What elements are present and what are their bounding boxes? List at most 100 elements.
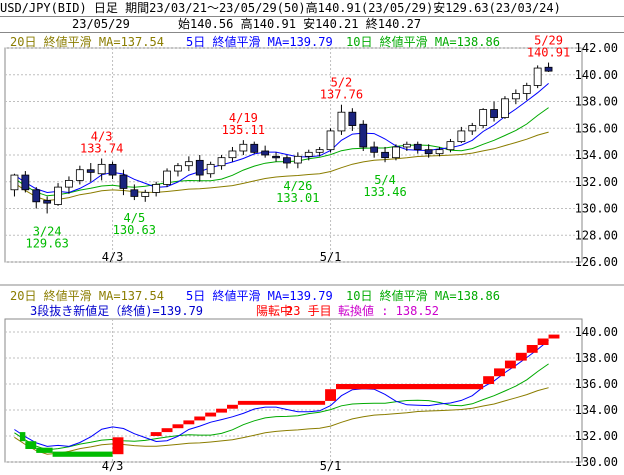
y-tick-label: 126.00 <box>575 255 618 269</box>
candle-body <box>184 161 193 167</box>
y-tick-label: 128.00 <box>575 228 618 242</box>
candle-body <box>413 143 422 151</box>
annotation-date: 5/2 <box>331 76 353 90</box>
annotation-value: 140.91 <box>527 46 570 60</box>
candle-body <box>43 200 52 204</box>
candle-body <box>195 159 204 176</box>
annotation-value: 133.01 <box>276 191 319 205</box>
break-info: 陽転中 <box>256 303 292 318</box>
legend-entry: 20日 終値平滑 MA=137.54 <box>10 34 164 49</box>
candle-body <box>446 141 455 151</box>
break-brick <box>161 428 173 433</box>
break-brick <box>52 451 113 457</box>
candle-body <box>108 163 117 176</box>
x-tick-label: 4/3 <box>102 459 124 473</box>
break-brick <box>504 360 516 369</box>
candle-body <box>163 170 171 185</box>
candle-body <box>424 149 433 155</box>
chart-title-bar: USD/JPY(BID) 日足 期間23/03/21～23/05/29(50)高… <box>0 0 624 17</box>
break-brick <box>194 416 206 421</box>
candle-body <box>326 130 335 151</box>
break-brick <box>548 334 560 339</box>
ma5-line <box>14 83 549 194</box>
break-brick <box>150 432 162 436</box>
candle-body <box>533 67 542 86</box>
break-brick <box>227 404 238 409</box>
break-plot-frame <box>4 318 583 463</box>
candle-body <box>174 165 182 172</box>
break-info: 転換値 : 138.52 <box>338 303 439 318</box>
candle-body <box>54 186 62 205</box>
candle-body <box>119 174 128 189</box>
y-tick-label: 138.00 <box>575 351 618 365</box>
annotation-date: 4/26 <box>283 179 312 193</box>
ohlc-info-bar: 23/05/29 始140.56 高140.91 安140.21 終140.27 <box>0 16 624 33</box>
candle-body <box>86 169 95 173</box>
candle-body <box>97 163 106 175</box>
x-tick-label: 5/1 <box>320 250 342 264</box>
candle-body <box>522 85 531 94</box>
x-tick-label: 5/1 <box>320 459 342 473</box>
candle-body <box>130 189 139 197</box>
candle-body <box>21 174 30 191</box>
candle-body <box>337 111 346 132</box>
candle-body <box>10 174 19 191</box>
candle-body <box>490 109 498 118</box>
candle-body <box>315 149 324 153</box>
break-brick <box>237 400 326 405</box>
annotation-date: 4/3 <box>91 129 113 143</box>
candle-body <box>359 123 368 148</box>
current-date: 23/05/29 <box>72 17 130 31</box>
candle-body <box>435 149 444 155</box>
candle-body <box>479 109 488 126</box>
annotation-value: 129.63 <box>25 236 68 250</box>
candle-body <box>75 169 84 181</box>
candle-body <box>370 146 379 153</box>
break-brick <box>526 345 538 353</box>
legend-entry: 10日 終値平滑 MA=138.86 <box>346 34 500 49</box>
y-tick-label: 138.00 <box>575 95 618 109</box>
annotation-value: 137.76 <box>320 88 363 102</box>
ma10-line <box>14 363 549 451</box>
annotation-value: 133.74 <box>80 141 123 155</box>
y-tick-label: 140.00 <box>575 68 618 82</box>
annotation-date: 3/24 <box>33 224 62 238</box>
break-brick <box>537 338 549 345</box>
break-brick <box>25 441 37 449</box>
y-tick-label: 142.00 <box>575 41 618 55</box>
break-brick <box>325 389 336 401</box>
candle-body <box>239 143 248 152</box>
break-brick <box>494 368 505 377</box>
candle-body <box>544 66 553 72</box>
break-info: 23 手目 <box>286 304 332 318</box>
annotation-date: 5/29 <box>534 34 563 48</box>
candle-body <box>283 157 291 164</box>
annotation-value: 130.63 <box>113 223 156 237</box>
y-tick-label: 136.00 <box>575 377 618 391</box>
y-tick-label: 132.00 <box>575 175 618 189</box>
break-brick <box>515 352 527 361</box>
candle-body <box>152 184 161 193</box>
break-brick <box>183 420 195 425</box>
y-tick-label: 130.00 <box>575 455 618 469</box>
annotation-value: 135.11 <box>222 123 265 137</box>
current-ohlc: 始140.56 高140.91 安140.21 終140.27 <box>178 17 422 31</box>
legend-entry: 10日 終値平滑 MA=138.86 <box>346 288 500 303</box>
y-tick-label: 134.00 <box>575 148 618 162</box>
y-tick-label: 140.00 <box>575 325 618 339</box>
break-brick <box>336 384 484 390</box>
break-brick <box>112 437 124 455</box>
ma5-line <box>14 340 549 447</box>
ma20-line <box>14 131 549 202</box>
candle-body <box>206 163 215 175</box>
legend-entry: 5日 終値平滑 MA=139.79 <box>186 34 333 49</box>
candle-body <box>304 151 313 157</box>
candle-body <box>65 180 73 188</box>
candle-body <box>468 125 477 132</box>
y-tick-label: 132.00 <box>575 429 618 443</box>
candle-body <box>293 155 302 164</box>
candle-body <box>348 111 357 126</box>
break-brick <box>216 408 227 413</box>
candle-body <box>402 143 411 148</box>
candle-body <box>250 143 259 153</box>
